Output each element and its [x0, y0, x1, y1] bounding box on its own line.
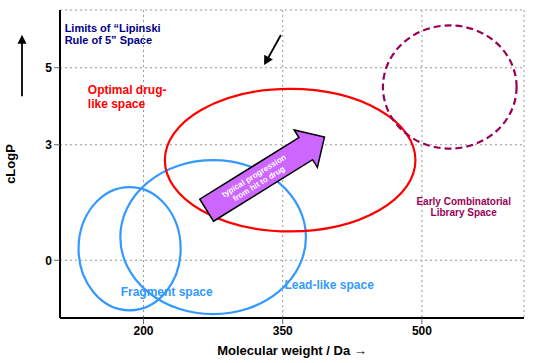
svg-text:Optimal drug-like space: Optimal drug-like space — [88, 83, 167, 111]
svg-text:200: 200 — [134, 324, 154, 338]
svg-text:Fragment space: Fragment space — [121, 285, 213, 299]
svg-text:Lead-like space: Lead-like space — [284, 277, 374, 291]
svg-text:350: 350 — [273, 324, 293, 338]
svg-text:5: 5 — [45, 61, 52, 75]
svg-text:500: 500 — [412, 324, 432, 338]
svg-text:Early CombinatorialLibrary Spa: Early CombinatorialLibrary Space — [416, 196, 511, 219]
svg-text:cLogP: cLogP — [8, 144, 18, 184]
svg-text:Limits of “LipinskiRule of 5”: Limits of “LipinskiRule of 5” Space — [65, 22, 161, 47]
svg-text:typical progressionfrom hit to: typical progressionfrom hit to drug — [220, 152, 292, 206]
svg-text:3: 3 — [45, 138, 52, 152]
svg-text:0: 0 — [45, 254, 52, 268]
svg-text:Molecular weight / Da →: Molecular weight / Da → — [217, 343, 367, 358]
